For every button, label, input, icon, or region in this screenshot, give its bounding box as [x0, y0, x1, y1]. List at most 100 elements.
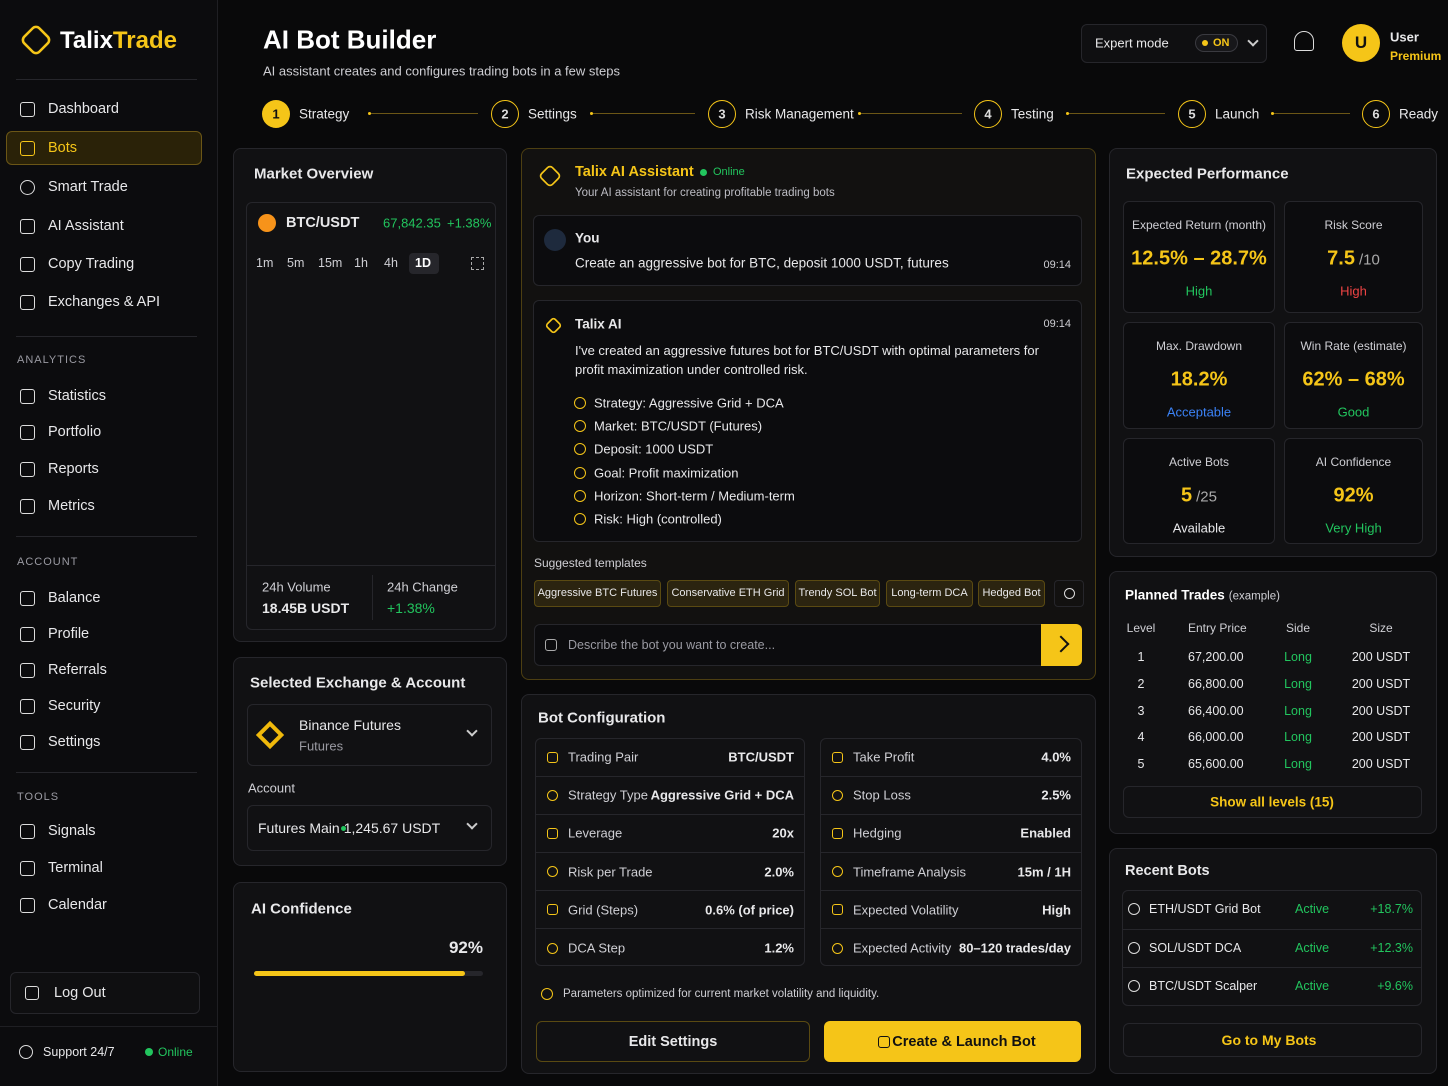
bell-icon[interactable]	[1294, 31, 1314, 51]
label: You	[575, 230, 600, 246]
page-subtitle: AI assistant creates and configures trad…	[263, 63, 620, 79]
nav-active[interactable]	[6, 131, 202, 165]
label: Size	[1369, 621, 1393, 635]
template-label: Hedged Bot	[982, 587, 1041, 599]
nav-item: Referrals	[48, 662, 107, 678]
label: +9.6%	[1377, 979, 1413, 993]
icon	[19, 590, 35, 606]
label: 4.0%	[1041, 749, 1071, 765]
icon	[541, 988, 553, 1000]
expert-toggle[interactable]	[1081, 24, 1267, 63]
template-chip[interactable]	[886, 580, 973, 607]
my-bots-button[interactable]	[1123, 1023, 1422, 1057]
icon	[574, 397, 586, 409]
divider	[535, 852, 805, 853]
panel	[233, 148, 507, 642]
label: 80–120 trades/day	[958, 940, 1071, 956]
refresh-button[interactable]	[1054, 580, 1084, 607]
icon	[1128, 903, 1140, 915]
icon	[19, 823, 35, 839]
label: Available	[1172, 520, 1226, 536]
exchange-select[interactable]	[247, 704, 492, 766]
chat-input[interactable]	[534, 624, 1082, 666]
icon	[574, 513, 586, 525]
label: Parameters optimized for current market …	[563, 988, 880, 1000]
divider	[372, 575, 373, 620]
connector-dot	[1066, 112, 1069, 115]
divider	[1122, 967, 1422, 968]
metric-card	[1123, 438, 1275, 544]
nav-item: Settings	[48, 734, 101, 750]
icon	[25, 986, 39, 1000]
text: (example)	[1228, 590, 1280, 603]
timeframe-active[interactable]	[409, 253, 439, 274]
text: 5	[1181, 484, 1193, 507]
nav-item: Copy Trading	[48, 256, 135, 272]
edit-button[interactable]	[536, 1021, 810, 1062]
icon	[19, 698, 35, 714]
label: AI Confidence	[251, 900, 352, 918]
template-chip[interactable]	[795, 580, 880, 607]
panel	[521, 694, 1096, 1074]
icon	[19, 388, 35, 404]
icon	[831, 827, 843, 839]
template-chip[interactable]	[534, 580, 661, 607]
text: 18.2%	[1170, 368, 1228, 391]
bullet-item: Goal: Profit maximization	[594, 465, 739, 481]
icon	[19, 179, 35, 195]
launch-button[interactable]	[824, 1021, 1081, 1062]
label: Talix AI Assistant	[575, 164, 694, 180]
show-levels-button[interactable]	[1123, 786, 1422, 818]
divider	[16, 336, 197, 337]
label: 24h Volume	[262, 579, 331, 595]
nav-item: Statistics	[48, 388, 107, 404]
text: Futures Main	[258, 820, 340, 836]
label: Leverage	[568, 825, 623, 841]
expand-icon[interactable]	[471, 257, 484, 270]
logout-button[interactable]	[10, 972, 200, 1014]
avatar	[1342, 24, 1380, 62]
nav-item: Signals	[48, 823, 96, 839]
table-cell: 5	[1137, 757, 1145, 772]
label: User	[1390, 29, 1419, 45]
step-circle	[262, 100, 290, 128]
status-dot	[145, 1048, 153, 1056]
label: Aggressive Grid + DCA	[650, 787, 794, 803]
label: Talix AI	[575, 316, 622, 332]
timeframe: 4h	[384, 256, 398, 270]
template-chip[interactable]	[667, 580, 789, 607]
template-label: Long-term DCA	[891, 587, 968, 599]
label: Suggested templates	[534, 556, 647, 570]
section-title: ANALYTICS	[17, 354, 87, 366]
label: Expected Performance	[1126, 165, 1289, 183]
sidebar	[0, 0, 218, 1086]
panel	[233, 657, 507, 866]
divider	[820, 776, 1082, 777]
label: Take Profit	[853, 749, 915, 765]
divider	[820, 928, 1082, 929]
icon	[19, 218, 35, 234]
icon	[19, 662, 35, 678]
timeframe: 1m	[256, 256, 274, 270]
divider	[16, 772, 197, 773]
table-cell: 200 USDT	[1351, 650, 1411, 664]
label: ETH/USDT Grid Bot	[1149, 902, 1261, 916]
label: 2.5%	[1041, 787, 1071, 803]
send-button[interactable]	[1041, 624, 1082, 666]
label: 15m / 1H	[1017, 864, 1071, 880]
label: Expected Return (month)	[1131, 218, 1267, 232]
step-number: 5	[1188, 106, 1196, 122]
label: Very High	[1325, 520, 1382, 536]
metric-card	[1284, 438, 1423, 544]
value-group: 62% – 68%	[1302, 369, 1404, 392]
step-number: 6	[1372, 106, 1380, 122]
bots-table	[1122, 890, 1422, 1006]
icon	[546, 751, 558, 763]
label: U	[1354, 33, 1368, 52]
table-cell: 66,000.00	[1188, 730, 1244, 745]
icon	[19, 294, 35, 310]
label: 67,842.35	[383, 215, 441, 231]
template-chip[interactable]	[978, 580, 1045, 607]
value-group: Talix Trade	[60, 27, 177, 55]
account-select[interactable]	[247, 805, 492, 851]
